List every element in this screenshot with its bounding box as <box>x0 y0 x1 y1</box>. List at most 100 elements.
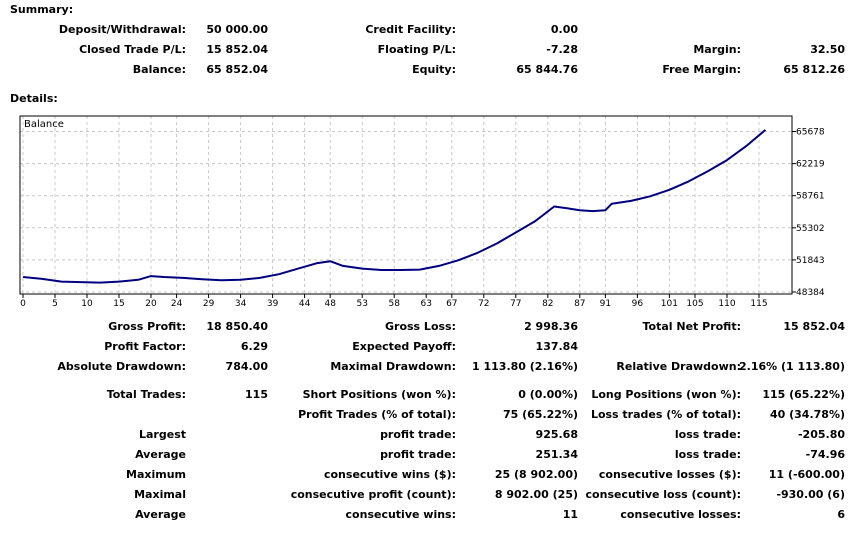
margin-label: Margin: <box>693 43 741 56</box>
y-tick-label: 48384 <box>796 288 825 298</box>
average-profit-value: 251.34 <box>535 448 578 461</box>
expected-payoff-value: 137.84 <box>535 340 578 353</box>
balance-value: 65 852.04 <box>206 63 268 76</box>
average-consecutive-losses-value: 6 <box>837 508 845 521</box>
average-loss-label: loss trade: <box>674 448 741 461</box>
x-tick-label: 34 <box>235 299 247 309</box>
x-tick-label: 48 <box>324 299 336 309</box>
x-tick-label: 24 <box>171 299 183 309</box>
free-margin-label: Free Margin: <box>662 63 741 76</box>
gross-loss-value: 2 998.36 <box>524 320 578 333</box>
loss-trades-label: Loss trades (% of total): <box>590 408 741 421</box>
deposit-value: 50 000.00 <box>206 23 268 36</box>
profit-trades-label: Profit Trades (% of total): <box>298 408 456 421</box>
average-loss-value: -74.96 <box>805 448 845 461</box>
profit-factor-value: 6.29 <box>240 340 268 353</box>
y-tick-label: 62219 <box>796 160 825 170</box>
short-positions-value: 0 (0.00%) <box>518 388 578 401</box>
max-consecutive-wins-label: consecutive wins ($): <box>323 468 456 481</box>
total-trades-label: Total Trades: <box>106 388 186 401</box>
chart-grid <box>20 116 792 294</box>
x-tick-label: 110 <box>718 299 735 309</box>
gross-profit-value: 18 850.40 <box>206 320 268 333</box>
x-tick-label: 0 <box>20 299 26 309</box>
max-consecutive-losses-value: 11 (-600.00) <box>768 468 845 481</box>
long-positions-value: 115 (65.22%) <box>762 388 845 401</box>
x-tick-label: 72 <box>478 299 489 309</box>
average-consecutive-wins-label: consecutive wins: <box>345 508 456 521</box>
x-tick-label: 115 <box>750 299 767 309</box>
average-consecutive-wins-value: 11 <box>562 508 578 521</box>
y-tick-label: 55302 <box>796 224 825 234</box>
x-tick-label: 44 <box>299 299 311 309</box>
gross-profit-label: Gross Profit: <box>108 320 186 333</box>
largest-profit-label: profit trade: <box>380 428 456 441</box>
floating-pl-value: -7.28 <box>546 43 578 56</box>
largest-loss-label: loss trade: <box>674 428 741 441</box>
gross-loss-label: Gross Loss: <box>385 320 456 333</box>
closed-pl-label: Closed Trade P/L: <box>79 43 186 56</box>
chart-ticks: 0 5 10 15 20 24 29 34 39 44 48 53 58 63 67 72 77 82 87 91 96… <box>20 128 825 310</box>
average-label: Average <box>135 448 186 461</box>
x-tick-label: 58 <box>388 299 400 309</box>
absolute-drawdown-value: 784.00 <box>225 360 268 373</box>
summary-heading: Summary: <box>10 3 74 16</box>
balance-series-line <box>22 129 767 284</box>
y-tick-label: 51843 <box>796 256 825 266</box>
profit-trades-value: 75 (65.22%) <box>502 408 578 421</box>
maximal-consecutive-loss-label: consecutive loss (count): <box>585 488 741 501</box>
maximal-consecutive-profit-value: 8 902.00 (25) <box>494 488 578 501</box>
total-net-profit-label: Total Net Profit: <box>642 320 742 333</box>
maximal-drawdown-label: Maximal Drawdown: <box>330 360 456 373</box>
x-tick-label: 77 <box>510 299 521 309</box>
maximum-label: Maximum <box>126 468 186 481</box>
x-tick-label: 10 <box>81 299 93 309</box>
largest-label: Largest <box>139 428 186 441</box>
credit-facility-value: 0.00 <box>550 23 578 36</box>
maximal-consecutive-loss-value: -930.00 (6) <box>776 488 845 501</box>
details-heading: Details: <box>10 92 58 105</box>
average-consecutive-losses-label: consecutive losses: <box>620 508 741 521</box>
x-tick-label: 91 <box>600 299 611 309</box>
equity-label: Equity: <box>412 63 456 76</box>
equity-value: 65 844.76 <box>516 63 578 76</box>
free-margin-value: 65 812.26 <box>783 63 845 76</box>
margin-value: 32.50 <box>810 43 845 56</box>
average-profit-label: profit trade: <box>380 448 456 461</box>
largest-profit-value: 925.68 <box>535 428 578 441</box>
x-tick-label: 87 <box>574 299 585 309</box>
chart-title: Balance <box>24 119 64 130</box>
max-consecutive-wins-value: 25 (8 902.00) <box>494 468 578 481</box>
largest-loss-value: -205.80 <box>797 428 845 441</box>
x-tick-label: 20 <box>145 299 157 309</box>
x-tick-label: 67 <box>446 299 457 309</box>
absolute-drawdown-label: Absolute Drawdown: <box>57 360 186 373</box>
maximal-drawdown-value: 1 113.80 (2.16%) <box>472 360 578 373</box>
credit-facility-label: Credit Facility: <box>365 23 456 36</box>
x-tick-label: 15 <box>113 299 124 309</box>
expected-payoff-label: Expected Payoff: <box>352 340 456 353</box>
floating-pl-label: Floating P/L: <box>377 43 456 56</box>
balance-label: Balance: <box>132 63 186 76</box>
y-tick-label: 65678 <box>796 128 825 138</box>
x-tick-label: 101 <box>661 299 678 309</box>
closed-pl-value: 15 852.04 <box>206 43 268 56</box>
x-tick-label: 63 <box>420 299 431 309</box>
loss-trades-value: 40 (34.78%) <box>769 408 845 421</box>
maximal-consecutive-profit-label: consecutive profit (count): <box>290 488 456 501</box>
plot-frame <box>19 115 793 295</box>
y-tick-label: 58761 <box>796 192 825 202</box>
deposit-label: Deposit/Withdrawal: <box>58 23 186 36</box>
total-trades-value: 115 <box>245 388 268 401</box>
relative-drawdown-label: Relative Drawdown: <box>616 360 741 373</box>
x-tick-label: 82 <box>542 299 553 309</box>
x-tick-label: 53 <box>356 299 367 309</box>
total-net-profit-value: 15 852.04 <box>783 320 845 333</box>
short-positions-label: Short Positions (won %): <box>302 388 456 401</box>
average-consecutive-label: Average <box>135 508 186 521</box>
profit-factor-label: Profit Factor: <box>104 340 186 353</box>
relative-drawdown-value: 2.16% (1 113.80) <box>739 360 845 373</box>
long-positions-label: Long Positions (won %): <box>591 388 741 401</box>
x-tick-label: 5 <box>52 299 58 309</box>
